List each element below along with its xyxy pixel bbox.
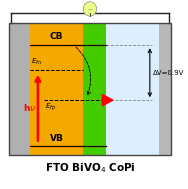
Bar [106, 23, 159, 155]
Polygon shape [102, 94, 113, 106]
Text: $E_{fn}$: $E_{fn}$ [31, 57, 42, 67]
Bar [9, 23, 171, 155]
FancyArrowPatch shape [76, 47, 91, 95]
Text: ΔV=0.9V: ΔV=0.9V [152, 70, 184, 76]
Text: h$\nu$: h$\nu$ [23, 102, 36, 113]
Bar [83, 23, 106, 155]
Bar [9, 23, 30, 155]
Bar [30, 23, 83, 155]
Bar [159, 23, 171, 155]
Circle shape [83, 2, 97, 16]
Text: CB: CB [50, 32, 63, 41]
Text: FTO BiVO$_4$ CoPi: FTO BiVO$_4$ CoPi [45, 161, 135, 175]
Text: $E_{fp}$: $E_{fp}$ [45, 101, 56, 113]
Text: VB: VB [49, 134, 63, 143]
